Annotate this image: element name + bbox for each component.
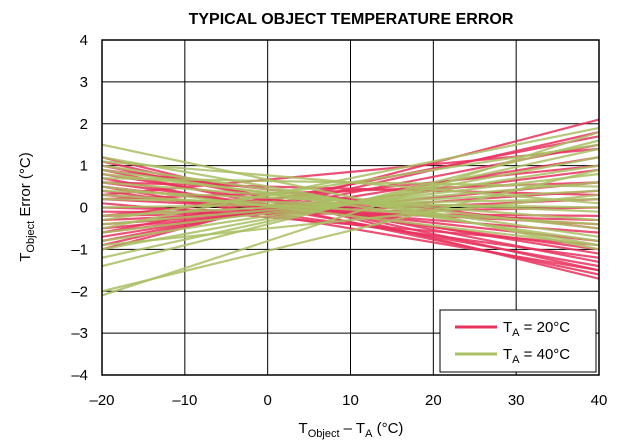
x-axis-label-main: T <box>299 420 308 437</box>
y-tick-label: –1 <box>71 241 88 258</box>
y-tick-label: 4 <box>80 32 88 49</box>
y-tick-label: –2 <box>71 283 88 300</box>
y-tick-labels: –4 –3 –2 –1 0 1 2 3 4 <box>71 32 88 384</box>
y-axis-label-tail: Error (°C) <box>17 152 34 221</box>
x-axis-label-sub: Object <box>308 428 340 440</box>
legend: TA = 20°C TA = 40°C <box>440 310 596 372</box>
y-tick-label: –3 <box>71 325 88 342</box>
legend-label-ta20-main: T <box>503 319 512 336</box>
y-tick-label: 0 <box>80 200 88 217</box>
y-tick-label: –4 <box>71 367 88 384</box>
x-tick-label: 10 <box>342 392 359 409</box>
x-axis-label-mid: – T <box>340 420 366 437</box>
x-axis-label-tail: (°C) <box>372 420 403 437</box>
x-axis-label: TObject – TA (°C) <box>299 420 404 440</box>
x-tick-label: –20 <box>89 392 114 409</box>
y-tick-label: 2 <box>80 116 88 133</box>
y-tick-label: 3 <box>80 74 88 91</box>
y-tick-label: 1 <box>80 158 88 175</box>
y-axis-label-main: T <box>17 253 34 262</box>
x-tick-labels: –20 –10 0 10 20 30 40 <box>89 392 607 409</box>
legend-label-ta40-tail: = 40°C <box>520 346 571 363</box>
chart-title: TYPICAL OBJECT TEMPERATURE ERROR <box>189 11 514 28</box>
y-axis-label-sub: Object <box>25 221 37 253</box>
x-tick-label: 20 <box>425 392 442 409</box>
x-tick-label: 40 <box>591 392 608 409</box>
legend-label-ta20-tail: = 20°C <box>520 319 571 336</box>
x-tick-label: 0 <box>263 392 271 409</box>
x-tick-label: –10 <box>172 392 197 409</box>
y-axis-label: TObject Error (°C) <box>17 152 37 261</box>
x-tick-label: 30 <box>508 392 525 409</box>
legend-label-ta40-main: T <box>503 346 512 363</box>
